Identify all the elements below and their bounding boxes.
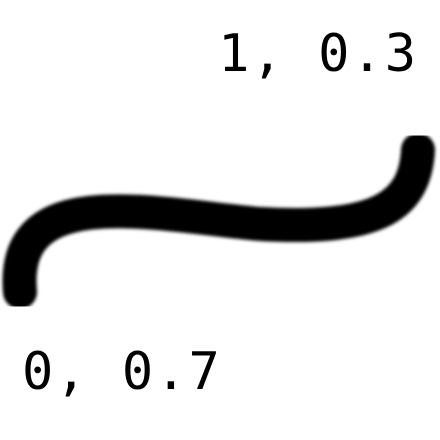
s-curve-stroke — [2, 133, 435, 309]
start-point-label: 0, 0.7 — [22, 342, 222, 402]
end-point-label: 1, 0.3 — [218, 24, 418, 84]
